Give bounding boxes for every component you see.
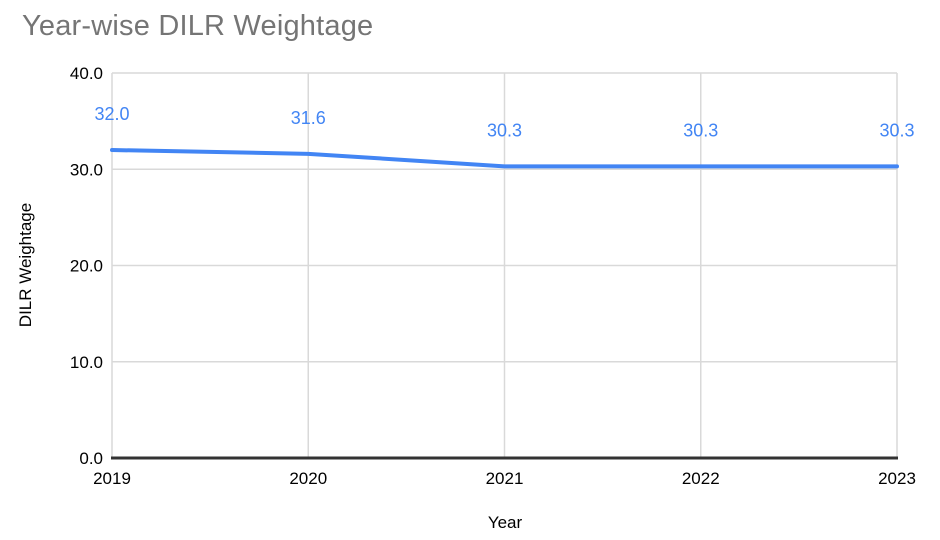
data-label: 30.3 (487, 120, 522, 140)
x-tick-label: 2021 (486, 469, 524, 488)
chart-title: Year-wise DILR Weightage (22, 10, 374, 42)
y-tick-label: 20.0 (70, 257, 103, 276)
x-axis-title: Year (487, 513, 523, 532)
y-tick-label: 10.0 (70, 353, 103, 372)
y-tick-label: 40.0 (70, 64, 103, 83)
x-tick-label: 2023 (878, 469, 916, 488)
data-label: 31.6 (291, 108, 326, 128)
x-tick-label: 2020 (289, 469, 327, 488)
data-label: 30.3 (879, 120, 914, 140)
data-label: 30.3 (683, 120, 718, 140)
x-tick-label: 2019 (93, 469, 131, 488)
y-tick-label: 30.0 (70, 160, 103, 179)
x-tick-label: 2022 (682, 469, 720, 488)
data-label: 32.0 (94, 104, 129, 124)
y-tick-label: 0.0 (79, 449, 103, 468)
series-line (110, 148, 899, 169)
